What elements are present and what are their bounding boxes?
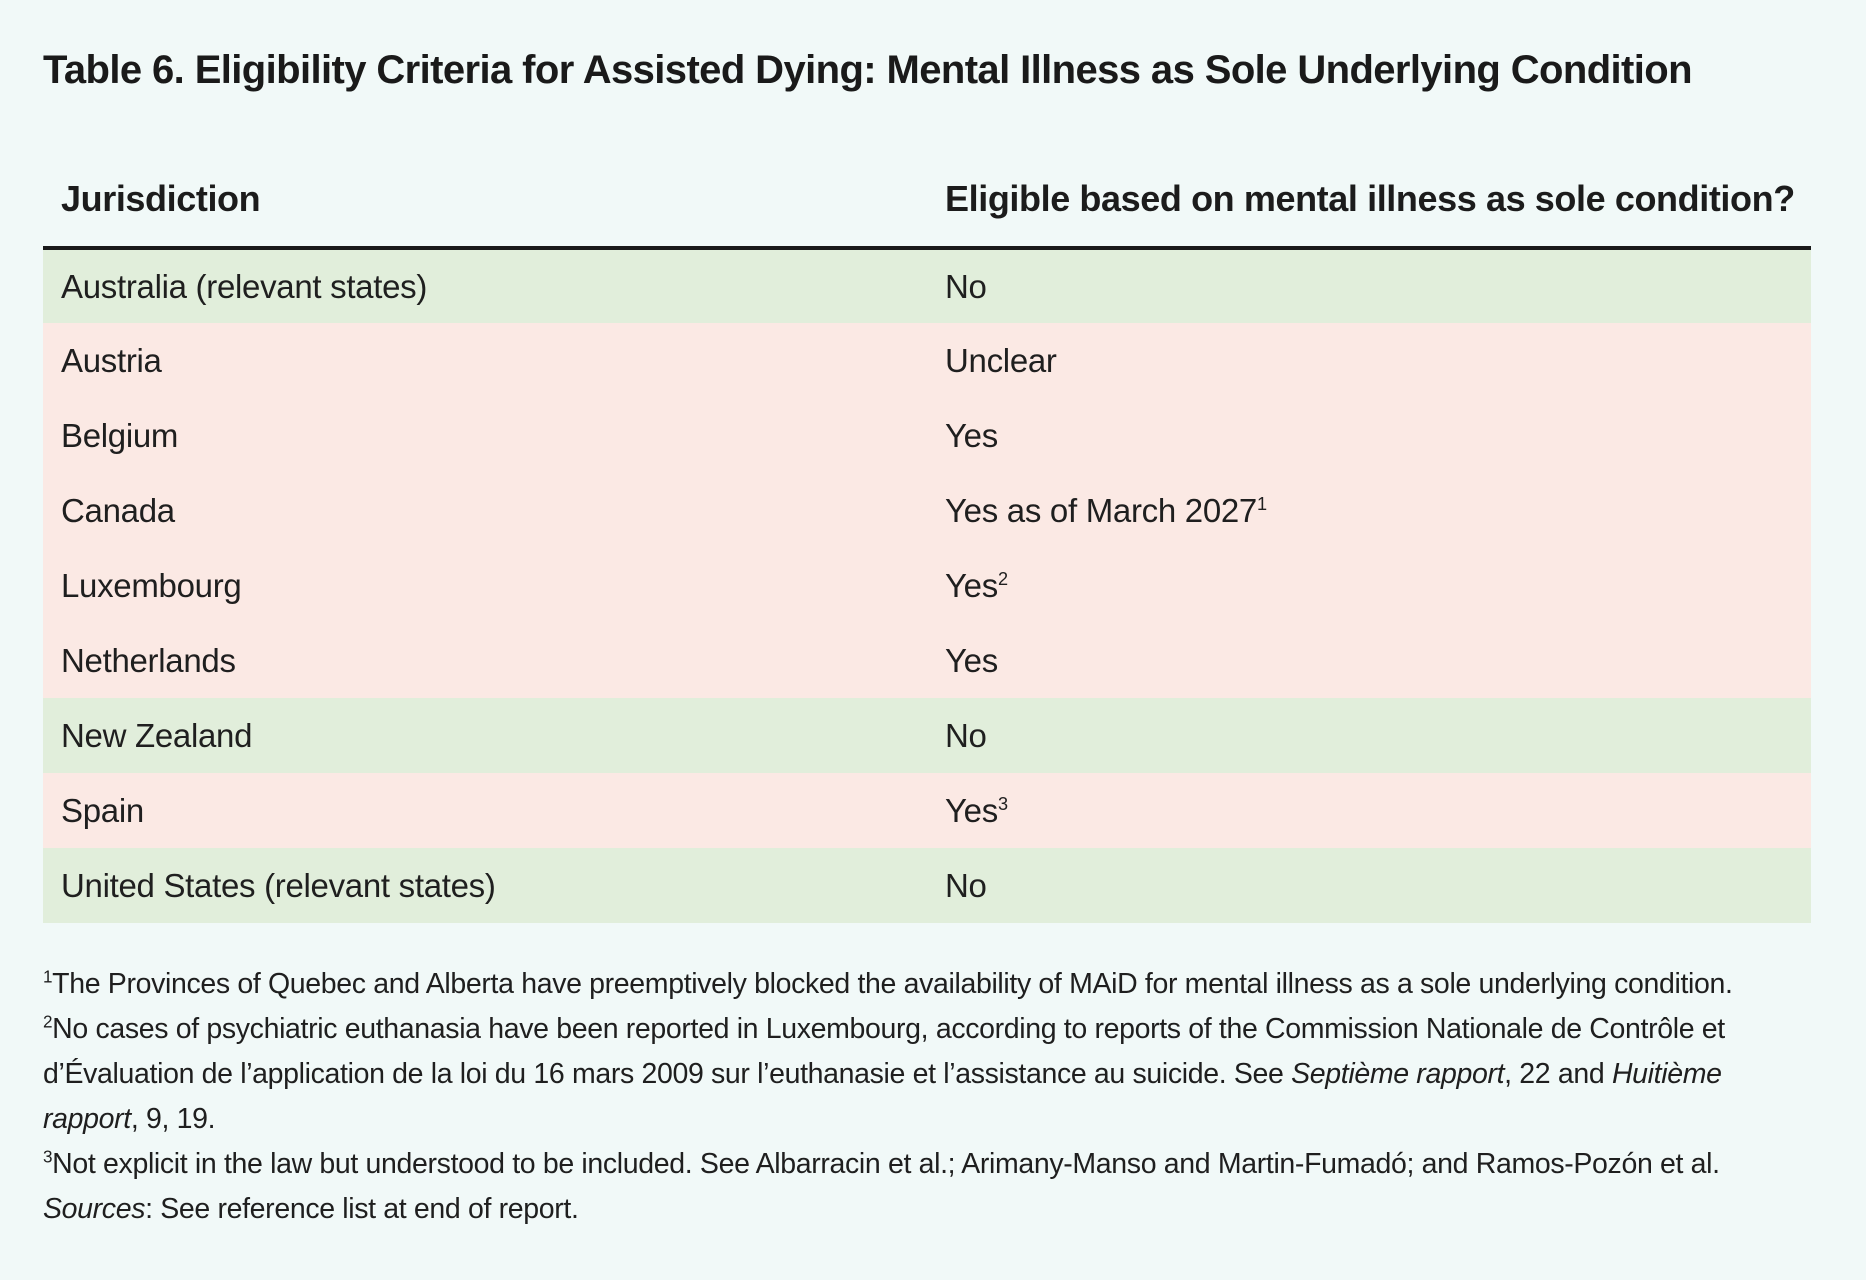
footnote-1: 1The Provinces of Quebec and Alberta hav…	[43, 962, 1811, 1007]
footnote-text: The Provinces of Quebec and Alberta have…	[52, 968, 1733, 1000]
sources-note: Sources: See reference list at end of re…	[43, 1187, 1811, 1232]
footnote-italic-title: Huitième rapport	[43, 1058, 1722, 1135]
footnote-text: Not explicit in the law but understood t…	[52, 1148, 1720, 1180]
eligible-cell: No	[945, 867, 1811, 905]
footnote-2: 2No cases of psychiatric euthanasia have…	[43, 1007, 1811, 1142]
eligible-cell: No	[945, 268, 1811, 306]
eligible-value: Yes	[945, 641, 998, 679]
table-row: Australia (relevant states) No	[43, 250, 1811, 323]
jurisdiction-cell: New Zealand	[61, 716, 253, 754]
table-row: Belgium Yes	[43, 398, 1811, 473]
footnote-text: , 9, 19.	[130, 1103, 216, 1135]
eligible-value: No	[945, 267, 987, 305]
jurisdiction-cell: Spain	[61, 791, 144, 829]
footnote-ref[interactable]: 1	[1256, 493, 1267, 514]
eligible-cell: Yes2	[945, 567, 1811, 605]
eligibility-table: Jurisdiction Eligible based on mental il…	[43, 178, 1811, 923]
footnote-3: 3Not explicit in the law but understood …	[43, 1142, 1811, 1187]
jurisdiction-cell: Canada	[61, 491, 175, 529]
table-row: New Zealand No	[43, 698, 1811, 773]
table-row: Luxembourg Yes2	[43, 548, 1811, 623]
footnote-mark: 3	[43, 1147, 53, 1167]
eligible-value: Yes	[945, 566, 998, 604]
eligible-value: No	[945, 716, 987, 754]
footnote-italic-title: Septième rapport	[1291, 1058, 1505, 1090]
sources-label: Sources	[43, 1193, 146, 1225]
footnote-ref[interactable]: 2	[997, 568, 1008, 589]
header-eligible: Eligible based on mental illness as sole…	[945, 178, 1795, 219]
table-row: Austria Unclear	[43, 323, 1811, 398]
table-row: United States (relevant states) No	[43, 848, 1811, 923]
jurisdiction-cell: Luxembourg	[61, 566, 242, 604]
jurisdiction-cell: Austria	[61, 341, 162, 379]
eligible-value: No	[945, 866, 987, 904]
jurisdiction-cell: Netherlands	[61, 641, 236, 679]
table-row: Netherlands Yes	[43, 623, 1811, 698]
eligible-cell: Yes as of March 20271	[945, 492, 1811, 530]
footnote-mark: 1	[43, 967, 53, 987]
eligible-value: Yes	[945, 416, 998, 454]
eligible-value: Unclear	[945, 341, 1057, 379]
jurisdiction-cell: Belgium	[61, 416, 179, 454]
table-row: Canada Yes as of March 20271	[43, 473, 1811, 548]
footnotes: 1The Provinces of Quebec and Alberta hav…	[43, 962, 1811, 1232]
footnote-text: No cases of psychiatric euthanasia have …	[43, 1013, 1725, 1090]
header-jurisdiction: Jurisdiction	[61, 178, 261, 219]
table-header-row: Jurisdiction Eligible based on mental il…	[43, 178, 1811, 250]
eligible-cell: Yes	[945, 642, 1811, 680]
eligible-cell: Yes3	[945, 792, 1811, 830]
eligible-cell: Unclear	[945, 342, 1811, 380]
eligible-value: Yes as of March 2027	[945, 491, 1257, 529]
jurisdiction-cell: Australia (relevant states)	[61, 267, 428, 305]
footnote-text: , 22 and	[1504, 1058, 1612, 1090]
jurisdiction-cell: United States (relevant states)	[61, 866, 496, 904]
eligible-value: Yes	[945, 791, 998, 829]
table-title: Table 6. Eligibility Criteria for Assist…	[43, 48, 1693, 92]
eligible-cell: Yes	[945, 417, 1811, 455]
eligible-cell: No	[945, 717, 1811, 755]
footnote-mark: 2	[43, 1012, 53, 1032]
footnote-ref[interactable]: 3	[997, 793, 1008, 814]
table-row: Spain Yes3	[43, 773, 1811, 848]
sources-text: : See reference list at end of report.	[145, 1193, 579, 1225]
